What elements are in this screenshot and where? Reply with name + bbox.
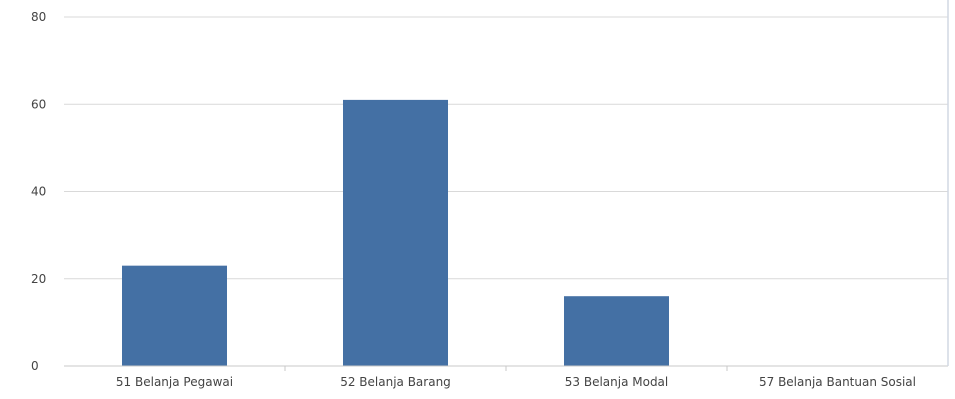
- x-axis: 51 Belanja Pegawai 52 Belanja Barang 53 Be…: [64, 365, 948, 389]
- y-tick-label: 80: [31, 10, 46, 24]
- bar[interactable]: [564, 296, 669, 366]
- bar[interactable]: [122, 265, 227, 366]
- x-category-label: 52 Belanja Barang: [340, 375, 451, 389]
- y-tick-label: 60: [31, 97, 46, 111]
- y-tick-label: 40: [31, 185, 46, 199]
- y-tick-label: 20: [31, 272, 46, 286]
- y-tick-label: 0: [31, 359, 39, 373]
- x-category-label: 53 Belanja Modal: [565, 375, 669, 389]
- x-category-label: 51 Belanja Pegawai: [116, 375, 233, 389]
- bars: [122, 99, 669, 366]
- x-category-label: 57 Belanja Bantuan Sosial: [759, 375, 916, 389]
- y-axis: 0 20 40 60 80: [31, 10, 46, 373]
- gridlines: [64, 16, 948, 280]
- bar[interactable]: [343, 99, 448, 366]
